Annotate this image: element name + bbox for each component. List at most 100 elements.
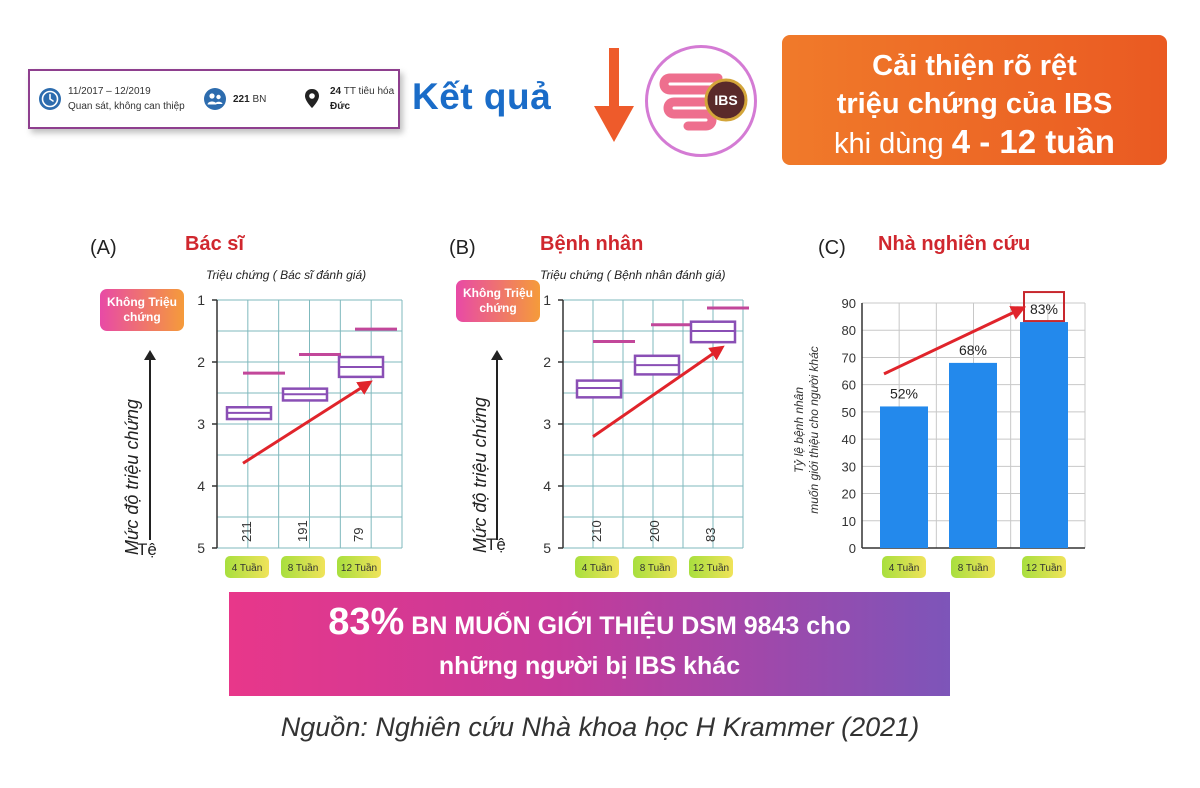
panel-a-worse-label: Tệ: [137, 540, 157, 559]
sample-size-12 Tuần: 83: [703, 528, 718, 542]
week-label-c-0: 4 Tuần: [889, 562, 920, 574]
y-tick-label: 60: [842, 378, 856, 393]
bar-chart-c: 0 10 20 30 40 50 60 70 80 90 52% 68% 83% Tỷ lệ bệnh n…: [792, 291, 1086, 556]
y-tick-label: 0: [849, 541, 856, 556]
patients-icon: [204, 88, 226, 110]
ibs-badge-text: IBS: [714, 92, 737, 108]
y-tick-label: 80: [842, 323, 856, 338]
improve-line-1: Cải thiện rõ rệt: [872, 50, 1077, 82]
panel-a-label: (A): [90, 237, 117, 259]
week-pill-c-1: [951, 556, 995, 578]
y-tick-label: 4: [197, 478, 205, 494]
ibs-logo: IBS: [645, 45, 757, 157]
panel-b-symptom-free-badge: Không Triệu chứng: [456, 280, 540, 322]
data-label-8 Tuần: 68%: [959, 342, 987, 358]
week-pill-c-2: [1022, 556, 1066, 578]
c-ylabel-line-1: Tỷ lệ bệnh nhân: [792, 387, 806, 473]
improve-line-3-weeks: 4 - 12 tuần: [951, 123, 1115, 160]
bar-4 Tuần: [880, 406, 928, 548]
sample-size-4 Tuần: 210: [589, 520, 604, 542]
trend-arrow-a: [242, 380, 373, 465]
improve-line-3: khi dùng 4 - 12 tuần: [782, 123, 1167, 163]
bar-12 Tuần: [1020, 322, 1068, 548]
box-chart-b: 1 2 3 4 5 210 200 83: [543, 292, 749, 556]
panel-b-caption: Triệu chứng ( Bệnh nhân đánh giá): [540, 268, 726, 282]
panel-a-caption: Triệu chứng ( Bác sĩ đánh giá): [206, 268, 367, 282]
clock-icon: [39, 88, 61, 110]
week-pill-a-0: [225, 556, 269, 578]
banner-line-1: BN MUỐN GIỚI THIỆU DSM 9843 cho: [411, 612, 851, 640]
y-tick-label: 3: [543, 416, 551, 432]
recommendation-banner: 83% BN MUỐN GIỚI THIỆU DSM 9843 cho nhữn…: [229, 592, 950, 696]
week-pill-a-2: [337, 556, 381, 578]
study-info-box: 11/2017 – 12/2019 Quan sát, không can th…: [28, 69, 400, 129]
sample-size-8 Tuần: 200: [647, 520, 662, 542]
study-centers: 24 TT tiêu hóa Đức: [300, 71, 394, 127]
study-period: 11/2017 – 12/2019 Quan sát, không can th…: [38, 71, 185, 127]
patients-unit: BN: [252, 93, 267, 105]
severity-arrow-head-b: [491, 350, 503, 360]
y-tick-label: 70: [842, 350, 856, 365]
result-title: Kết quả: [412, 76, 552, 117]
y-tick-label: 40: [842, 432, 856, 447]
week-label-b-2: 12 Tuần: [693, 562, 729, 574]
panel-c-title: Nhà nghiên cứu: [878, 233, 1031, 255]
week-label-a-0: 4 Tuần: [232, 562, 263, 574]
y-tick-label: 90: [842, 296, 856, 311]
trend-arrow-c: [883, 306, 1027, 376]
y-tick-label: 2: [197, 354, 205, 370]
y-tick-label: 5: [197, 540, 205, 556]
intestine-icon: IBS: [659, 73, 748, 131]
week-label-a-1: 8 Tuần: [288, 562, 319, 574]
panel-b-label: (B): [449, 237, 476, 259]
down-arrow-icon: [594, 48, 634, 142]
data-label-12 Tuần: 83%: [1030, 301, 1058, 317]
source-citation: Nguồn: Nghiên cứu Nhà khoa học H Krammer…: [280, 712, 920, 742]
panel-c-label: (C): [818, 237, 846, 259]
centers-count: 24: [330, 86, 342, 97]
panel-b-worse-label: Tệ: [486, 535, 506, 554]
study-patients: 221 BN: [203, 71, 266, 127]
improvement-callout: Cải thiện rõ rệt triệu chứng của IBS khi…: [782, 35, 1167, 165]
week-pill-b-2: [689, 556, 733, 578]
study-country: Đức: [330, 101, 351, 112]
sample-size-4 Tuần: 211: [239, 521, 254, 542]
trend-arrow-b: [592, 345, 725, 438]
week-pill-b-0: [575, 556, 619, 578]
week-pill-c-0: [882, 556, 926, 578]
y-tick-label: 2: [543, 354, 551, 370]
banner-percent: 83%: [328, 601, 405, 643]
y-tick-label: 5: [543, 540, 551, 556]
week-label-c-1: 8 Tuần: [958, 562, 989, 574]
improve-line-2: triệu chứng của IBS: [836, 88, 1113, 120]
week-label-a-2: 12 Tuần: [341, 562, 377, 574]
banner-line-2: những người bị IBS khác: [438, 652, 741, 680]
patients-count: 221: [233, 93, 250, 105]
box-chart-a: 1 2 3 4 5 211 191 79: [197, 292, 403, 556]
week-pill-a-1: [281, 556, 325, 578]
y-tick-label: 10: [842, 514, 856, 529]
centers-unit: TT tiêu hóa: [343, 86, 395, 97]
c-ylabel-line-2: muốn giới thiệu cho người khác: [807, 346, 821, 514]
improve-line-3-prefix: khi dùng: [834, 128, 944, 160]
study-method: Quan sát, không can thiệp: [68, 101, 185, 112]
data-label-4 Tuần: 52%: [890, 385, 918, 401]
sample-size-12 Tuần: 79: [351, 528, 366, 542]
bar-8 Tuần: [949, 362, 997, 548]
week-label-c-2: 12 Tuần: [1026, 562, 1062, 574]
panel-a-title: Bác sĩ: [185, 233, 244, 255]
y-tick-label: 50: [842, 405, 856, 420]
y-tick-label: 20: [842, 487, 856, 502]
y-tick-label: 4: [543, 478, 551, 494]
location-pin-icon: [305, 89, 319, 108]
week-pill-b-1: [633, 556, 677, 578]
study-period-dates: 11/2017 – 12/2019: [68, 86, 151, 97]
sample-size-8 Tuần: 191: [295, 520, 310, 542]
week-label-b-1: 8 Tuần: [640, 562, 671, 574]
y-tick-label: 30: [842, 459, 856, 474]
y-tick-label: 1: [197, 292, 205, 308]
panel-a-symptom-free-badge: Không Triệu chứng: [100, 289, 184, 331]
severity-arrow-head-a: [144, 350, 156, 360]
panel-b-title: Bệnh nhân: [540, 233, 644, 255]
